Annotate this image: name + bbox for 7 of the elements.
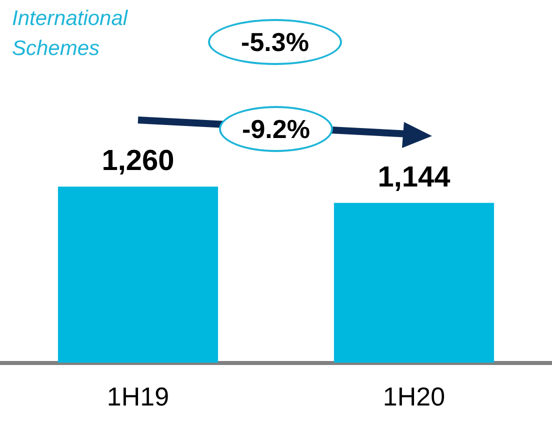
data-label: 1,260 <box>102 145 174 178</box>
data-label: 1,144 <box>378 161 450 194</box>
chart-title: International Schemes <box>12 6 129 62</box>
text: -5.3% <box>208 19 342 65</box>
x-tick-label: 1H19 <box>106 382 170 412</box>
x-tick-label: 1H20 <box>382 382 446 412</box>
text: -9.2% <box>219 106 333 152</box>
